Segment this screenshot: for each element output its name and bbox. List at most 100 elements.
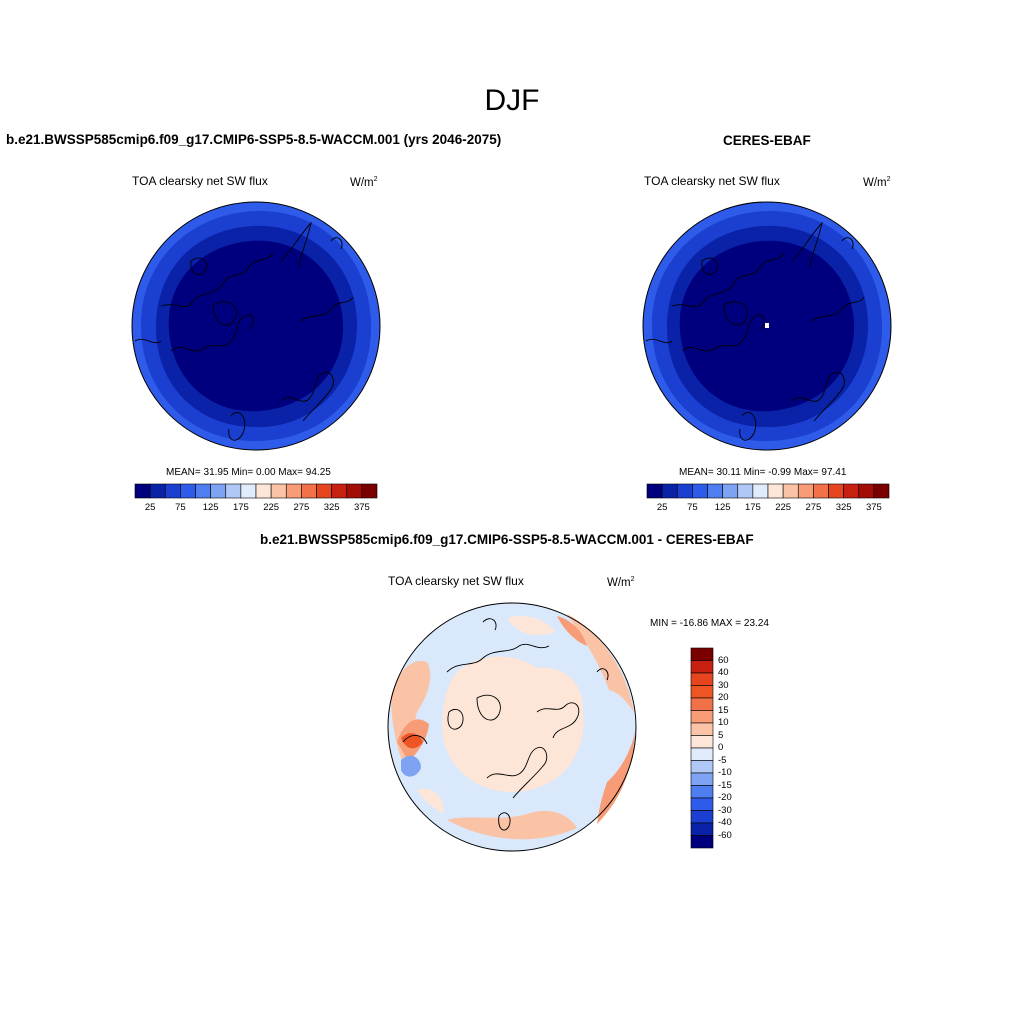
colorbar-swatch — [782, 483, 799, 499]
colorbar-swatch — [661, 483, 678, 499]
colorbar-tick-label: 10 — [718, 717, 729, 728]
diff-map-negative-patch — [401, 755, 421, 777]
obs-units-text: W/m — [863, 176, 887, 189]
colorbar-swatch — [690, 810, 714, 824]
colorbar-swatch — [285, 483, 302, 499]
colorbar-swatch — [690, 722, 714, 736]
colorbar-swatch — [690, 747, 714, 761]
colorbar-swatch — [240, 483, 257, 499]
obs-panel-title: CERES-EBAF — [723, 133, 811, 148]
colorbar-tick-label: 60 — [718, 654, 729, 666]
colorbar-swatch — [316, 483, 332, 499]
model-coastlines — [134, 221, 354, 441]
colorbar-tick-label: 275 — [805, 502, 822, 513]
diff-map-land-ne — [507, 615, 555, 636]
obs-missing-pole-cell — [765, 323, 769, 328]
colorbar-swatch — [797, 483, 814, 499]
colorbar-tick-label: 25 — [656, 502, 668, 513]
diff-units-label: W/m2 — [607, 576, 635, 589]
colorbar-swatch — [692, 483, 708, 499]
diff-stats: MIN = -16.86 MAX = 23.24 — [650, 618, 769, 629]
obs-units-exponent: 2 — [886, 176, 891, 183]
model-colorbar — [134, 483, 378, 499]
diff-variable-label: TOA clearsky net SW flux — [388, 574, 524, 588]
colorbar-tick-label: 375 — [353, 502, 370, 513]
obs-variable-label: TOA clearsky net SW flux — [644, 174, 780, 188]
colorbar-swatch — [690, 797, 714, 811]
colorbar-swatch — [690, 685, 714, 699]
diff-units-exponent: 2 — [630, 576, 635, 583]
colorbar-tick-label: -60 — [718, 829, 732, 841]
model-panel-title: b.e21.BWSSP585cmip6.f09_g17.CMIP6-SSP5-8… — [6, 132, 502, 147]
diff-colorbar — [690, 647, 714, 849]
colorbar-swatch — [690, 697, 714, 711]
diff-panel-title: b.e21.BWSSP585cmip6.f09_g17.CMIP6-SSP5-8… — [260, 532, 754, 547]
colorbar-tick-label: 125 — [714, 502, 731, 513]
colorbar-swatch — [690, 835, 714, 849]
model-units-exponent: 2 — [373, 176, 378, 183]
diff-map-border — [387, 602, 637, 852]
colorbar-swatch — [767, 483, 784, 499]
diff-colorbar-swatches — [690, 647, 714, 849]
colorbar-swatch — [134, 483, 151, 499]
colorbar-swatch — [195, 483, 211, 499]
diff-coastlines — [402, 618, 609, 831]
model-units-text: W/m — [350, 176, 374, 189]
diff-polar-map — [387, 602, 637, 852]
colorbar-tick-label: -20 — [718, 792, 732, 803]
colorbar-swatch — [690, 785, 714, 799]
colorbar-tick-label: 125 — [202, 502, 219, 513]
colorbar-swatch — [752, 483, 769, 499]
diff-map-positive-east-edge — [597, 732, 635, 824]
colorbar-tick-label: -40 — [718, 817, 732, 828]
diff-units-text: W/m — [607, 576, 631, 589]
colorbar-swatch — [690, 672, 714, 686]
colorbar-tick-label: 75 — [175, 502, 186, 513]
colorbar-swatch — [690, 710, 714, 724]
colorbar-tick-label: 375 — [865, 502, 882, 513]
colorbar-tick-label: 325 — [323, 502, 340, 513]
obs-polar-map — [642, 201, 892, 451]
colorbar-swatch — [225, 483, 242, 499]
colorbar-swatch — [149, 483, 166, 499]
colorbar-tick-label: 0 — [718, 742, 724, 753]
model-colorbar-swatches — [134, 483, 378, 499]
model-polar-map — [131, 201, 381, 451]
diff-map-land-sw — [417, 788, 444, 814]
colorbar-tick-label: 275 — [293, 502, 310, 513]
colorbar-swatch — [346, 483, 363, 499]
diff-map-positive-arc-south — [447, 810, 577, 840]
colorbar-tick-label: 175 — [232, 502, 249, 513]
colorbar-swatch — [164, 483, 181, 499]
model-units-label: W/m2 — [350, 176, 378, 189]
colorbar-swatch — [690, 760, 714, 774]
colorbar-swatch — [361, 483, 378, 499]
model-stats: MEAN= 31.95 Min= 0.00 Max= 94.25 — [166, 467, 331, 478]
colorbar-swatch — [301, 483, 317, 499]
obs-stats: MEAN= 30.11 Min= -0.99 Max= 97.41 — [679, 467, 847, 478]
colorbar-swatch — [690, 660, 714, 674]
diff-map-positive-strong — [401, 733, 423, 749]
colorbar-swatch — [737, 483, 754, 499]
colorbar-swatch — [331, 483, 348, 499]
colorbar-swatch — [690, 647, 714, 661]
colorbar-swatch — [707, 483, 723, 499]
colorbar-tick-label: -5 — [718, 754, 727, 766]
colorbar-swatch — [690, 735, 714, 749]
obs-coastlines — [645, 221, 865, 441]
colorbar-swatch — [813, 483, 829, 499]
colorbar-tick-label: 25 — [144, 502, 156, 513]
colorbar-swatch — [828, 483, 844, 499]
colorbar-tick-label: 75 — [687, 502, 698, 513]
model-map-border — [131, 201, 381, 451]
colorbar-tick-label: 225 — [775, 502, 792, 513]
obs-units-label: W/m2 — [863, 176, 891, 189]
colorbar-tick-label: 5 — [718, 729, 724, 741]
colorbar-tick-label: 30 — [718, 679, 729, 691]
colorbar-tick-label: -30 — [718, 804, 732, 816]
diff-map-positive-ne — [557, 616, 587, 646]
colorbar-tick-label: -10 — [718, 767, 732, 778]
colorbar-tick-label: 40 — [718, 667, 729, 678]
colorbar-swatch — [180, 483, 196, 499]
colorbar-swatch — [676, 483, 693, 499]
